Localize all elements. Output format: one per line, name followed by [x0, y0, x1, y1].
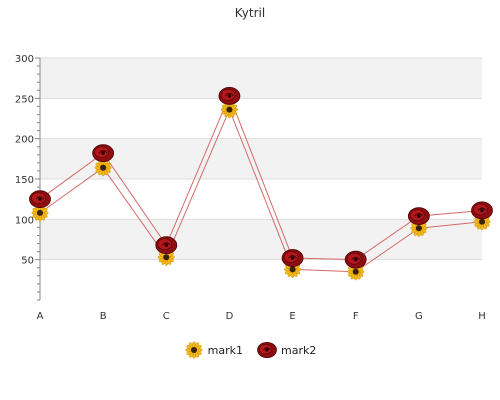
sunflower-icon	[185, 341, 203, 359]
x-tick-label: E	[289, 311, 295, 322]
grid-band	[40, 58, 482, 99]
data-point-rose	[29, 190, 51, 209]
y-tick-label: 150	[15, 175, 34, 186]
y-tick-label: 200	[15, 135, 34, 146]
x-tick-label: B	[100, 311, 107, 322]
series-line-mark2	[39, 94, 483, 261]
series-line-mark1	[39, 108, 483, 273]
legend-item: mark1	[184, 340, 243, 360]
data-point-rose	[218, 87, 241, 105]
x-tick-label: A	[37, 311, 44, 322]
y-tick-label: 250	[15, 94, 34, 105]
y-tick-label: 100	[15, 215, 34, 226]
data-point-sunflower	[94, 159, 112, 177]
rose-icon	[257, 341, 277, 359]
data-point-rose	[92, 144, 115, 163]
y-tick-label: 50	[21, 256, 34, 267]
grid-band	[40, 138, 482, 179]
chart-title: Kytril	[234, 6, 266, 20]
data-point-rose	[407, 207, 430, 226]
y-tick-label: 300	[15, 54, 34, 65]
data-point-rose	[344, 250, 367, 269]
legend-item: mark2	[257, 340, 316, 360]
x-tick-label: F	[353, 311, 359, 322]
legend-label: mark1	[207, 343, 243, 357]
x-tick-label: H	[478, 311, 486, 322]
data-point-rose	[281, 249, 304, 267]
data-point-rose	[471, 201, 493, 220]
data-point-sunflower	[31, 204, 49, 222]
grid-band	[40, 219, 482, 260]
legend: mark1 mark2	[0, 340, 500, 360]
x-tick-label: G	[415, 311, 423, 322]
x-tick-label: D	[226, 311, 234, 322]
data-point-rose	[155, 236, 178, 255]
legend-label: mark2	[281, 343, 317, 357]
x-tick-label: C	[163, 311, 170, 322]
